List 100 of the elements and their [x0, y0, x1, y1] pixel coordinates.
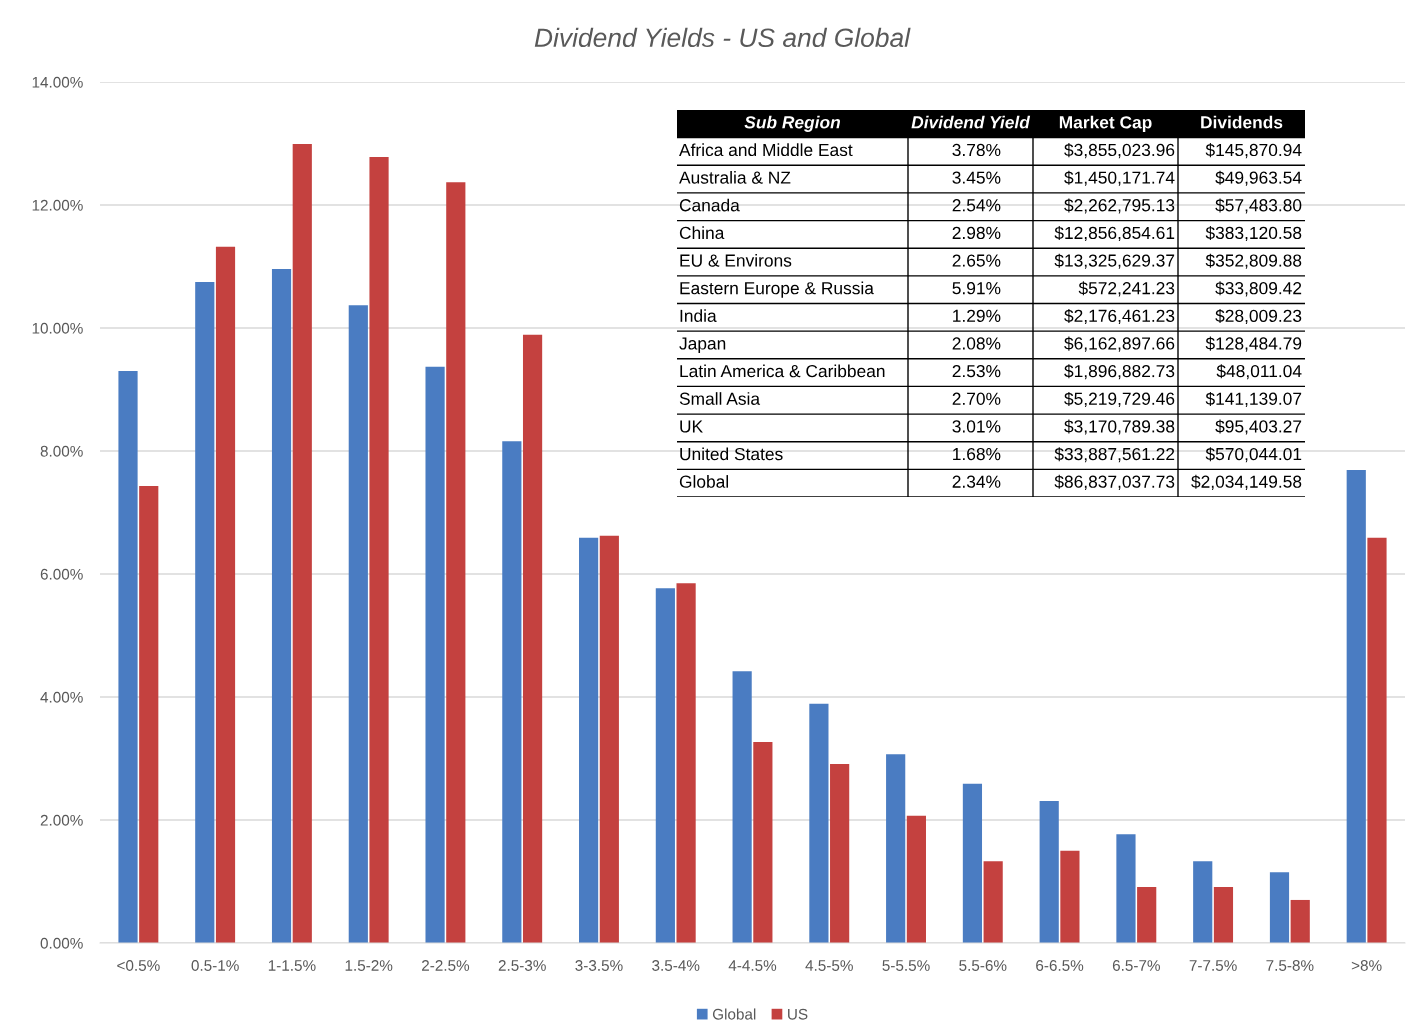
category-label: Latin America & Caribbean — [680, 364, 885, 378]
bar — [1193, 861, 1213, 943]
y-tick-label: 0.00% — [40, 937, 83, 949]
x-tick-label: 1-1.5% — [268, 960, 316, 971]
x-tick-label: 7.5-8% — [1266, 960, 1314, 971]
category-label: India — [680, 309, 717, 322]
category-label: Small Asia — [679, 392, 761, 405]
bar — [983, 861, 1003, 943]
text: $572,241.23 — [1078, 281, 1175, 297]
text: $145,870.94 — [1205, 143, 1302, 159]
text: $2,034,149.58 — [1191, 474, 1302, 490]
x-tick-label: 3.5-4% — [652, 960, 700, 971]
x-tick-label: 0.5-1% — [191, 960, 239, 971]
category-label: Dividends — [1201, 115, 1283, 129]
category-label: Japan — [679, 337, 726, 354]
text: 1.68% — [953, 447, 1001, 461]
category-label: UK — [680, 420, 703, 433]
category-label: Canada — [679, 198, 740, 212]
bar — [1346, 470, 1366, 943]
bar — [579, 537, 599, 943]
x-tick-label: 5.5-6% — [959, 960, 1007, 971]
category-label: Sub Region — [744, 115, 840, 132]
text: $1,896,882.73 — [1064, 364, 1175, 380]
category-label: United States — [680, 447, 783, 461]
bar — [1213, 887, 1234, 943]
x-tick-label: 4.5-5% — [805, 960, 853, 971]
bar — [1269, 872, 1290, 943]
text: $3,855,023.96 — [1064, 143, 1175, 159]
text: $141,139.07 — [1205, 391, 1302, 407]
bar — [139, 486, 159, 943]
text: $28,009.23 — [1215, 308, 1302, 325]
bar — [809, 703, 829, 943]
text: $13,325,629.37 — [1054, 253, 1175, 269]
x-tick-label: 2-2.5% — [422, 960, 470, 971]
legend-label: Global — [712, 1008, 756, 1020]
y-tick-label: 8.00% — [40, 445, 83, 457]
bar — [118, 371, 138, 943]
y-tick-label: 14.00% — [32, 76, 83, 88]
category-label: Market Cap — [1059, 115, 1152, 132]
category-label: Australia & NZ — [679, 171, 791, 184]
bar — [886, 754, 906, 943]
x-tick-label: 3-3.5% — [575, 960, 623, 971]
bar — [271, 268, 292, 943]
x-tick-label: 5-5.5% — [882, 960, 930, 971]
bar — [369, 157, 389, 943]
bar — [1367, 537, 1387, 943]
text: $1,450,171.74 — [1064, 170, 1175, 186]
y-tick-label: 10.00% — [32, 322, 83, 334]
text: 2.70% — [952, 392, 1001, 405]
bar — [1060, 850, 1080, 943]
text: 5.91% — [952, 282, 1001, 295]
text: 2.54% — [952, 199, 1001, 212]
category-label: Dividend Yield — [911, 115, 1031, 129]
text: $5,219,729.46 — [1064, 391, 1175, 407]
bar — [502, 441, 522, 943]
text: 3.45% — [952, 171, 1001, 184]
text: 3.78% — [952, 143, 1001, 157]
bar — [425, 366, 445, 943]
x-tick-label: 7-7.5% — [1189, 960, 1237, 971]
bar — [195, 281, 215, 943]
text: 3.01% — [952, 420, 1001, 433]
x-tick-label: >8% — [1351, 960, 1382, 971]
text: $383,120.58 — [1205, 226, 1302, 242]
text: $2,262,795.13 — [1064, 198, 1175, 214]
bar — [1137, 887, 1157, 943]
text: $2,176,461.23 — [1064, 308, 1175, 325]
text: $3,170,789.38 — [1064, 419, 1175, 435]
bar — [522, 334, 543, 943]
bar — [732, 671, 752, 943]
bar — [830, 764, 850, 943]
legend-label: US — [788, 1008, 808, 1020]
text: $33,887,561.22 — [1054, 447, 1175, 463]
bar — [753, 741, 773, 943]
text: $57,483.80 — [1215, 198, 1302, 214]
bar — [292, 144, 312, 943]
category-label: Eastern Europe & Russia — [680, 281, 874, 298]
x-tick-label: <0.5% — [117, 960, 160, 971]
bar — [655, 588, 675, 943]
text: 1.29% — [953, 309, 1001, 322]
x-tick-label: 4-4.5% — [728, 960, 777, 971]
x-tick-label: 2.5-3% — [498, 960, 546, 971]
text: 2.08% — [952, 337, 1001, 350]
bar — [676, 583, 696, 943]
text: $95,403.27 — [1215, 419, 1302, 435]
x-tick-label: 6-6.5% — [1036, 960, 1084, 971]
y-tick-label: 4.00% — [40, 691, 83, 703]
text: $352,809.88 — [1205, 253, 1302, 269]
bar — [1039, 800, 1059, 943]
text: $6,162,897.66 — [1064, 336, 1175, 352]
bar — [446, 182, 466, 943]
category-label: Africa and Middle East — [679, 143, 853, 157]
text: 2.98% — [952, 226, 1001, 240]
bar — [348, 305, 368, 943]
text: $33,809.42 — [1215, 281, 1302, 297]
category-label: China — [679, 226, 725, 240]
text: $570,044.01 — [1205, 447, 1302, 463]
category-label: EU & Environs — [680, 253, 792, 267]
text: $49,963.54 — [1215, 170, 1302, 186]
y-tick-label: 12.00% — [32, 199, 83, 211]
x-tick-label: 1.5-2% — [345, 960, 393, 971]
